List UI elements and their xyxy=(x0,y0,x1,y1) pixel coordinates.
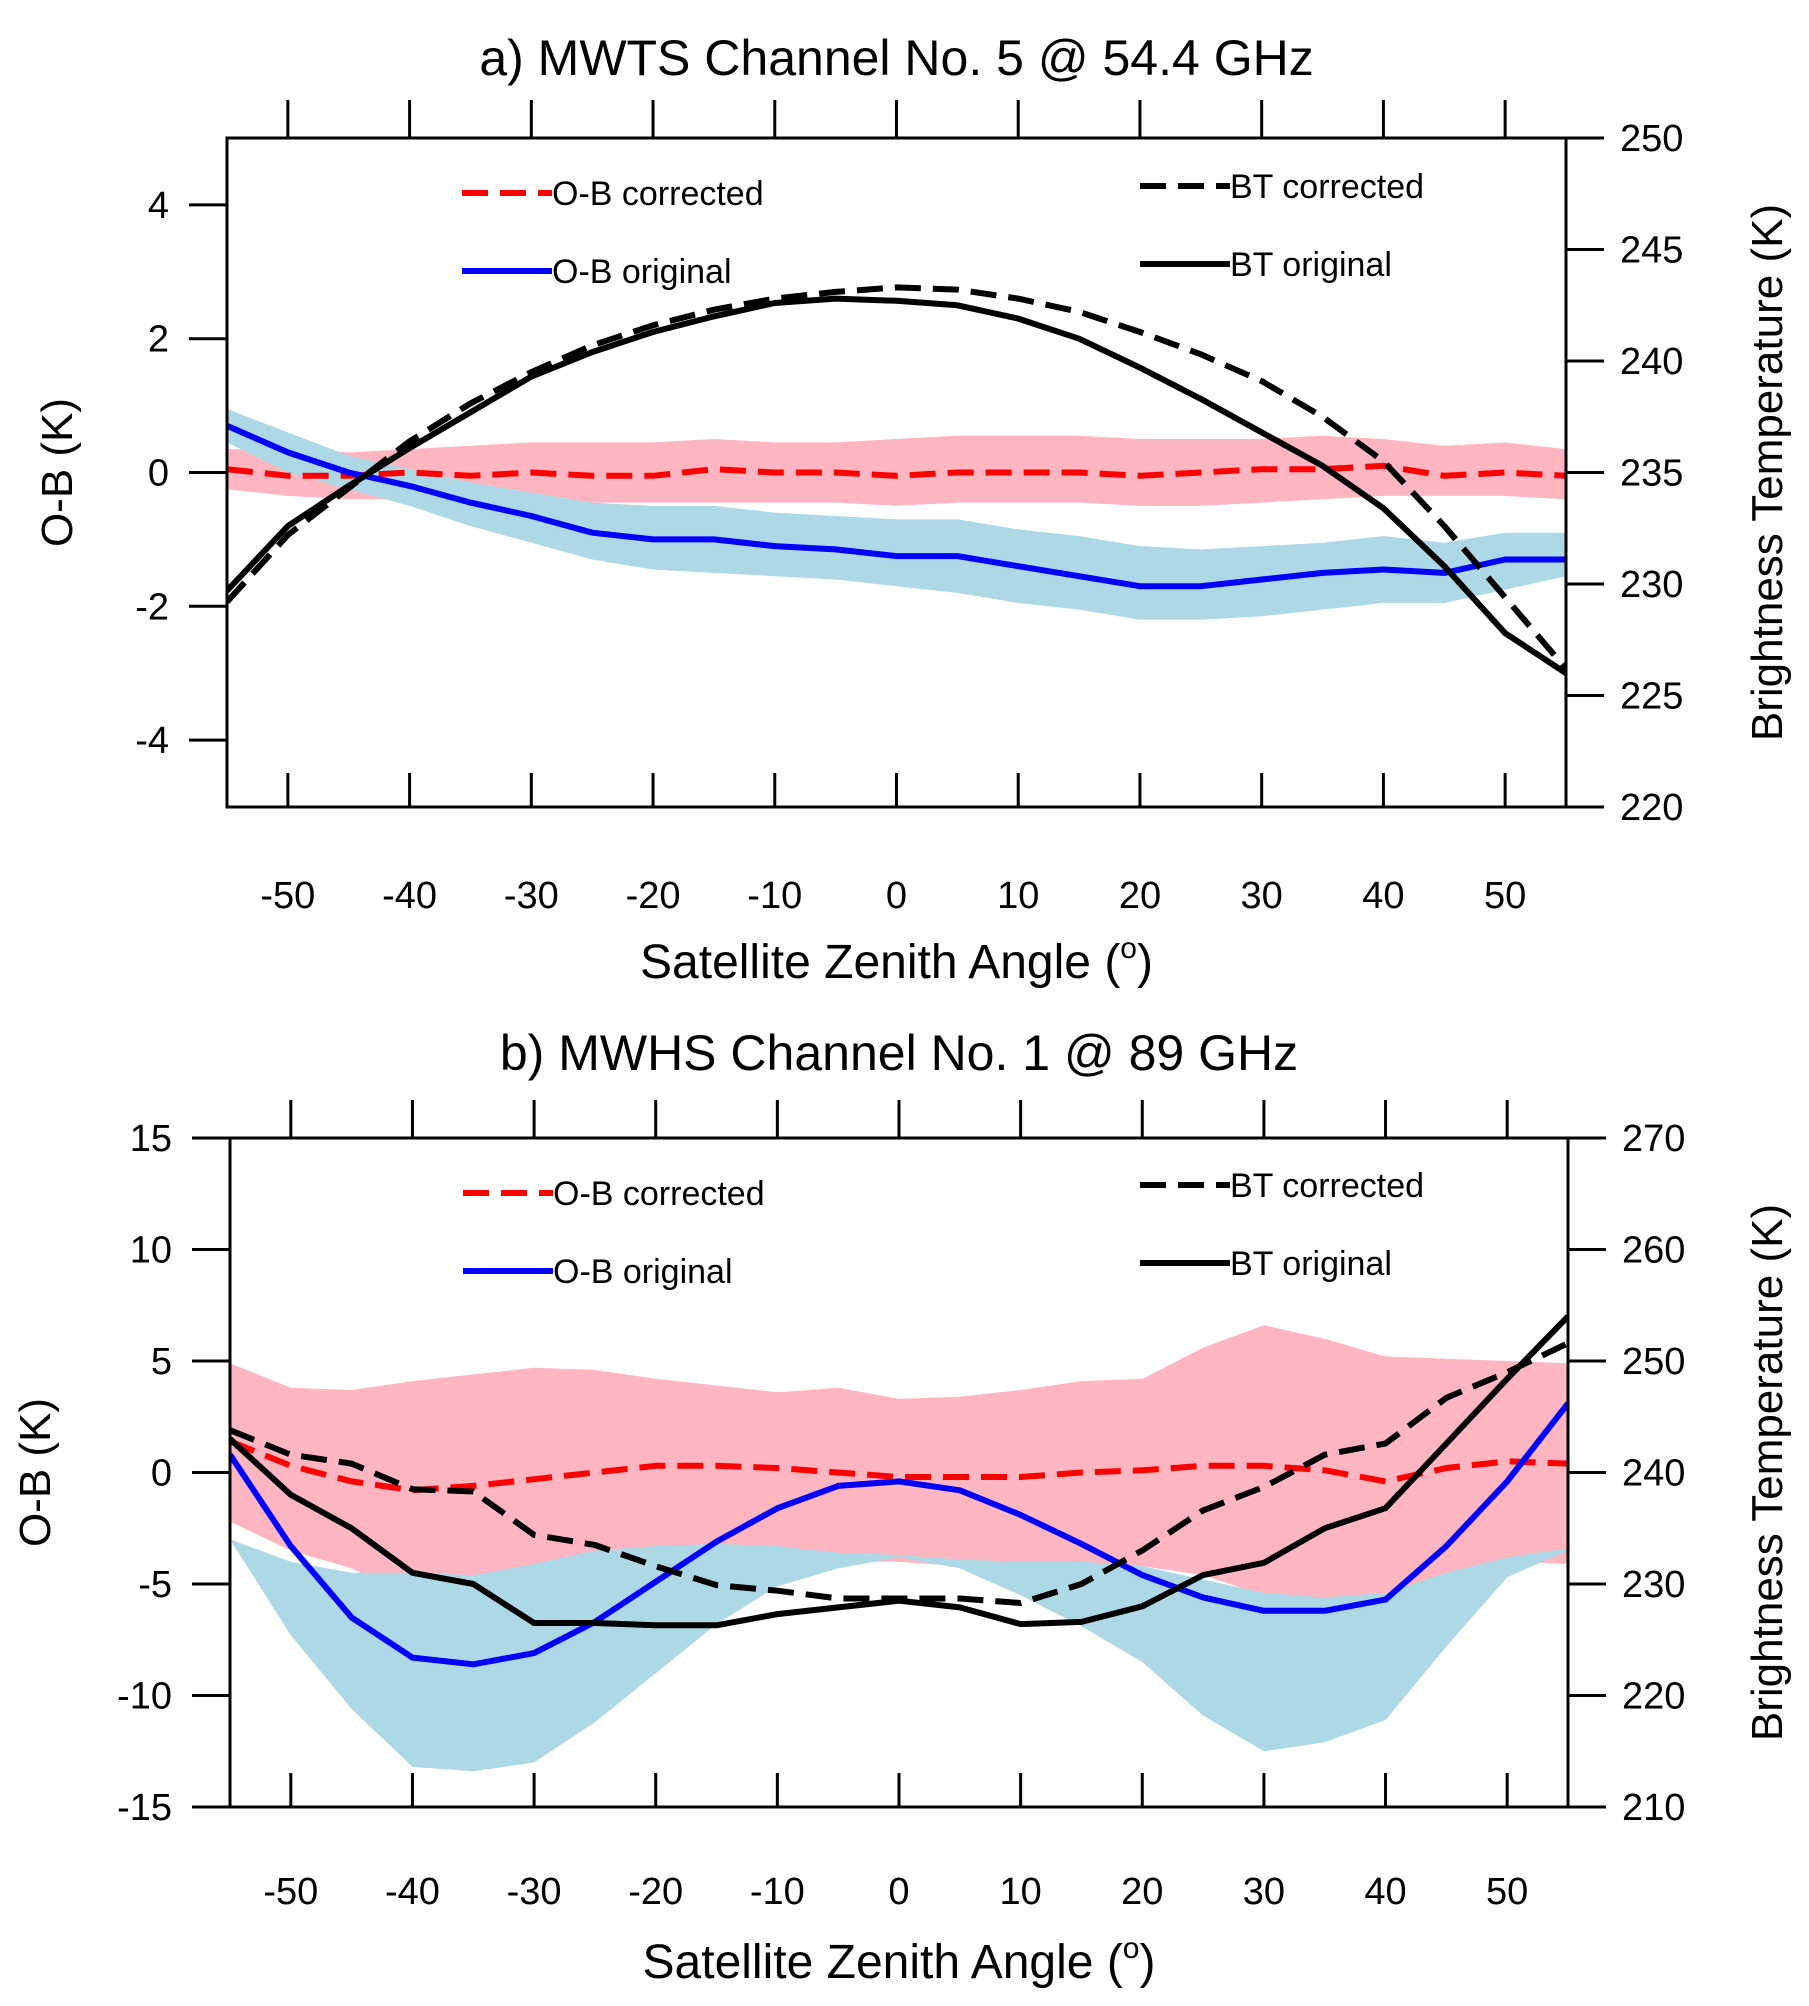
y-tick-label: 0 xyxy=(151,1453,172,1495)
x-axis-label: Satellite Zenith Angle (o) xyxy=(640,932,1153,989)
y-axis-label-right: Brightness Temperature (K) xyxy=(1743,1204,1792,1741)
x-axis-label-degree: o xyxy=(1120,932,1137,965)
legend-label: O-B corrected xyxy=(552,175,764,213)
y-tick-label: 4 xyxy=(148,185,169,227)
y-tick-label: -4 xyxy=(135,720,169,762)
x-tick-label: -10 xyxy=(747,875,802,917)
x-tick-label: 20 xyxy=(1119,875,1161,917)
x-tick-label: 0 xyxy=(888,1871,909,1913)
legend-entry: O-B corrected xyxy=(462,175,764,213)
x-tick-label: 0 xyxy=(886,875,907,917)
legend-label: BT corrected xyxy=(1230,1167,1424,1205)
x-tick-label: 30 xyxy=(1241,875,1283,917)
series-o-b-original xyxy=(227,422,1566,590)
y-right-tick-label: 230 xyxy=(1620,564,1683,606)
x-tick-label: 40 xyxy=(1362,875,1404,917)
legend-label: BT corrected xyxy=(1230,168,1424,206)
legend-label: O-B original xyxy=(552,253,732,291)
plot-area xyxy=(230,1314,1568,1772)
band-o-b-original xyxy=(227,408,1566,620)
y-tick-label: -2 xyxy=(135,586,169,628)
legend-entry: O-B original xyxy=(462,253,732,291)
x-tick-label: -50 xyxy=(260,875,315,917)
y-axis-label-right: Brightness Temperature (K) xyxy=(1743,204,1792,741)
band-o-b-corrected xyxy=(230,1325,1568,1602)
x-tick-label: -10 xyxy=(750,1871,805,1913)
y-right-tick-label: 240 xyxy=(1622,1453,1685,1495)
x-axis-label-main: Satellite Zenith Angle ( xyxy=(643,1936,1123,1989)
x-axis-label: Satellite Zenith Angle (o) xyxy=(643,1932,1156,1989)
y-tick-label: 15 xyxy=(130,1118,172,1160)
y-right-tick-label: 225 xyxy=(1620,676,1683,718)
legend-entry: BT original xyxy=(1140,1245,1392,1283)
panel-a: -50 -40 -30 -20 -10 0 10 20 30 40 50-4-20242202252… xyxy=(33,30,1792,989)
x-tick-label: 20 xyxy=(1121,1871,1163,1913)
y-right-tick-label: 235 xyxy=(1620,453,1683,495)
x-tick-label: -20 xyxy=(626,875,681,917)
x-tick-label: 10 xyxy=(999,1871,1041,1913)
series-bt-original xyxy=(230,1314,1568,1629)
plot-area xyxy=(227,284,1566,676)
legend-entry: O-B original xyxy=(463,1253,733,1291)
y-right-tick-label: 260 xyxy=(1622,1230,1685,1272)
band-o-b-corrected xyxy=(227,435,1566,506)
series-o-b-corrected xyxy=(227,462,1566,479)
series-bt-original xyxy=(227,295,1566,676)
y-right-tick-label: 230 xyxy=(1622,1564,1685,1606)
y-right-tick-label: 220 xyxy=(1620,787,1683,829)
y-right-tick-label: 250 xyxy=(1622,1341,1685,1383)
x-tick-label: -40 xyxy=(382,875,437,917)
x-tick-label: -20 xyxy=(628,1871,683,1913)
x-axis-label-main: Satellite Zenith Angle ( xyxy=(640,936,1120,989)
series-o-b-corrected xyxy=(230,1438,1568,1494)
x-axis-label-close: ) xyxy=(1139,1936,1155,1989)
y-right-tick-label: 245 xyxy=(1620,230,1683,272)
y-tick-label: -15 xyxy=(117,1787,172,1829)
legend-entry: BT corrected xyxy=(1140,168,1424,206)
x-tick-label: -50 xyxy=(263,1871,318,1913)
x-tick-label: -40 xyxy=(385,1871,440,1913)
legend-entry: BT original xyxy=(1140,246,1392,284)
legend-entry: BT corrected xyxy=(1140,1167,1424,1205)
legend-label: BT original xyxy=(1230,246,1392,284)
x-tick-label: -30 xyxy=(504,875,559,917)
x-axis-label-close: ) xyxy=(1137,936,1153,989)
band-o-b-original xyxy=(230,1539,1568,1772)
x-tick-label: 50 xyxy=(1486,1871,1528,1913)
x-tick-label: 50 xyxy=(1484,875,1526,917)
y-right-tick-label: 270 xyxy=(1622,1118,1685,1160)
y-right-tick-label: 250 xyxy=(1620,118,1683,160)
legend-entry: O-B corrected xyxy=(463,1175,765,1213)
y-tick-label: 0 xyxy=(148,453,169,495)
y-tick-label: -5 xyxy=(138,1564,172,1606)
y-axis-label: O-B (K) xyxy=(33,398,82,547)
series-o-b-original xyxy=(230,1401,1568,1668)
x-tick-label: -30 xyxy=(507,1871,562,1913)
panel-b: -50 -40 -30 -20 -10 0 10 20 30 40 50-15-10-5051015… xyxy=(11,1025,1792,1989)
y-tick-label: -10 xyxy=(117,1676,172,1718)
y-right-tick-label: 240 xyxy=(1620,341,1683,383)
y-tick-label: 10 xyxy=(130,1230,172,1272)
y-tick-label: 5 xyxy=(151,1341,172,1383)
legend-label: O-B original xyxy=(553,1253,733,1291)
x-tick-label: 40 xyxy=(1364,1871,1406,1913)
series-bt-corrected xyxy=(227,284,1566,671)
chart-title: b) MWHS Channel No. 1 @ 89 GHz xyxy=(500,1025,1298,1081)
chart-title: a) MWTS Channel No. 5 @ 54.4 GHz xyxy=(479,30,1313,86)
legend-label: O-B corrected xyxy=(553,1175,765,1213)
y-right-tick-label: 220 xyxy=(1622,1676,1685,1718)
y-right-tick-label: 210 xyxy=(1622,1787,1685,1829)
y-tick-label: 2 xyxy=(148,319,169,361)
y-axis-label: O-B (K) xyxy=(11,1398,60,1547)
legend-label: BT original xyxy=(1230,1245,1392,1283)
x-tick-label: 30 xyxy=(1243,1871,1285,1913)
x-axis-label-degree: o xyxy=(1123,1932,1140,1965)
x-tick-label: 10 xyxy=(997,875,1039,917)
